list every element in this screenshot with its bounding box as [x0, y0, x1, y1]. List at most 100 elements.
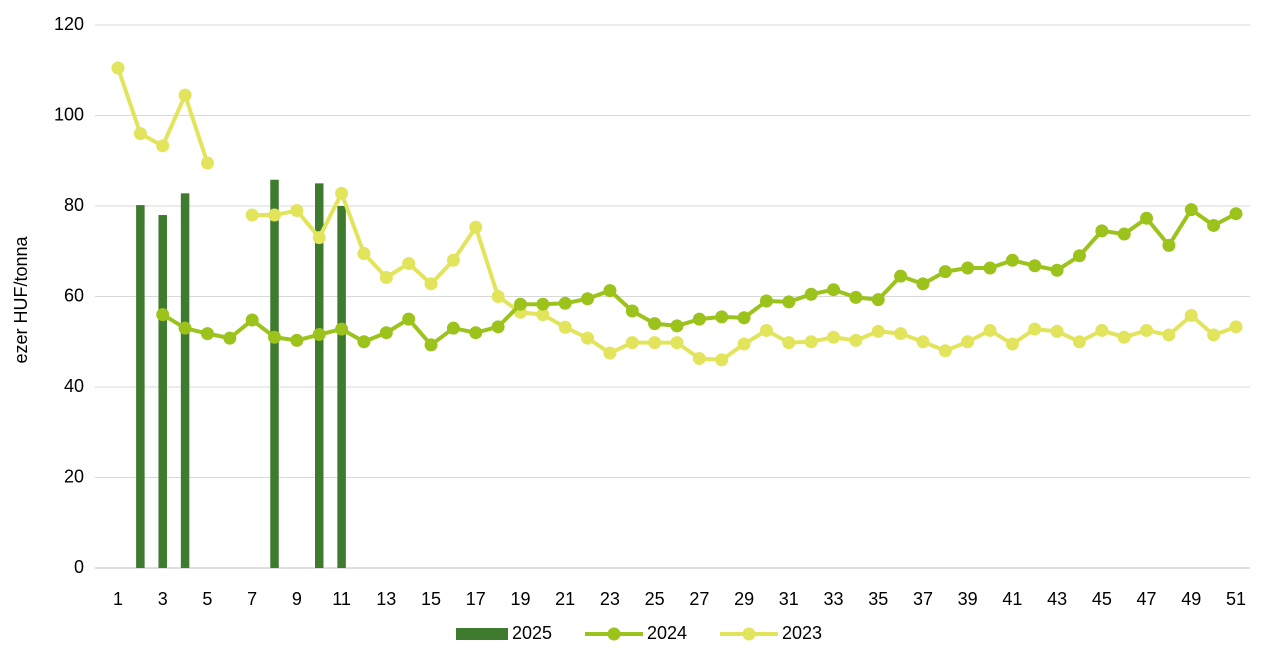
data-point — [871, 324, 885, 338]
bar — [314, 183, 324, 568]
data-point — [536, 308, 550, 322]
data-point — [670, 336, 684, 350]
y-tick-label: 0 — [74, 557, 84, 577]
data-point — [759, 323, 773, 337]
data-point — [446, 321, 460, 335]
x-tick-label: 17 — [466, 589, 486, 609]
data-point — [1072, 249, 1086, 263]
data-point — [200, 327, 214, 341]
data-point — [938, 265, 952, 279]
x-tick-label: 41 — [1002, 589, 1022, 609]
data-point — [782, 295, 796, 309]
data-point — [156, 139, 170, 153]
data-point — [827, 330, 841, 344]
data-point — [715, 310, 729, 324]
x-tick-label: 27 — [689, 589, 709, 609]
x-tick-label: 21 — [555, 589, 575, 609]
data-point — [804, 335, 818, 349]
data-point — [379, 270, 393, 284]
data-point — [335, 186, 349, 200]
data-point — [625, 336, 639, 350]
x-tick-label: 1 — [113, 589, 123, 609]
data-point — [335, 322, 349, 336]
data-point — [759, 294, 773, 308]
data-point — [648, 336, 662, 350]
data-point — [1028, 322, 1042, 336]
data-point — [782, 336, 796, 350]
x-tick-label: 47 — [1137, 589, 1157, 609]
x-tick-label: 39 — [958, 589, 978, 609]
data-point — [1050, 263, 1064, 277]
data-point — [469, 326, 483, 340]
data-point — [961, 261, 975, 275]
legend-marker — [742, 627, 756, 641]
x-tick-label: 37 — [913, 589, 933, 609]
line-segment — [252, 191, 1237, 362]
data-point — [916, 277, 930, 291]
data-point — [290, 204, 304, 218]
data-point — [446, 253, 460, 267]
y-tick-label: 60 — [64, 285, 84, 305]
x-tick-label: 15 — [421, 589, 441, 609]
y-tick-label: 40 — [64, 376, 84, 396]
y-tick-label: 100 — [54, 104, 84, 124]
data-point — [1140, 211, 1154, 225]
data-point — [1207, 218, 1221, 232]
data-point — [983, 323, 997, 337]
x-tick-label: 45 — [1092, 589, 1112, 609]
data-point — [312, 231, 326, 245]
data-point — [133, 127, 147, 141]
data-point — [1207, 328, 1221, 342]
data-point — [871, 293, 885, 307]
data-point — [268, 330, 282, 344]
y-tick-labels: 0 20 40 60 80 100 120 — [54, 14, 84, 577]
gridlines — [95, 24, 1250, 569]
legend-item-2025: 2025 — [456, 623, 552, 643]
data-point — [1162, 238, 1176, 252]
data-point — [581, 292, 595, 306]
data-point — [737, 337, 751, 351]
data-point — [513, 297, 527, 311]
legend-item-2024: 2024 — [585, 623, 687, 643]
data-point — [849, 290, 863, 304]
data-point — [1229, 207, 1243, 221]
data-point — [1072, 335, 1086, 349]
data-point — [245, 208, 259, 222]
data-point — [1184, 309, 1198, 323]
data-point — [1229, 320, 1243, 334]
data-point — [961, 335, 975, 349]
legend-label: 2023 — [782, 623, 822, 643]
legend-swatch — [456, 628, 508, 640]
x-tick-label: 29 — [734, 589, 754, 609]
data-point — [424, 338, 438, 352]
bar — [270, 179, 279, 568]
x-tick-label: 51 — [1226, 589, 1246, 609]
data-point — [894, 269, 908, 283]
data-point — [491, 290, 505, 303]
legend-item-2023: 2023 — [720, 623, 822, 643]
legend-label: 2024 — [647, 623, 687, 643]
data-point — [245, 313, 259, 327]
data-point — [178, 88, 192, 102]
data-point — [1005, 253, 1019, 267]
x-tick-label: 19 — [510, 589, 530, 609]
series-2025-bars — [136, 179, 346, 569]
x-tick-label: 13 — [376, 589, 396, 609]
data-point — [402, 256, 416, 270]
y-tick-label: 120 — [54, 14, 84, 34]
data-point — [223, 331, 237, 345]
y-tick-label: 80 — [64, 195, 84, 215]
data-point — [715, 353, 729, 367]
data-point — [1184, 203, 1198, 217]
y-axis-label: ezer HUF/tonna — [11, 235, 31, 363]
data-point — [1117, 330, 1131, 344]
x-tick-label: 9 — [292, 589, 302, 609]
x-tick-label: 35 — [868, 589, 888, 609]
legend: 2025 2024 2023 — [456, 623, 822, 643]
data-point — [983, 261, 997, 275]
data-point — [670, 319, 684, 333]
x-tick-label: 23 — [600, 589, 620, 609]
data-point — [491, 320, 505, 334]
data-point — [469, 220, 483, 234]
data-point — [1140, 323, 1154, 337]
